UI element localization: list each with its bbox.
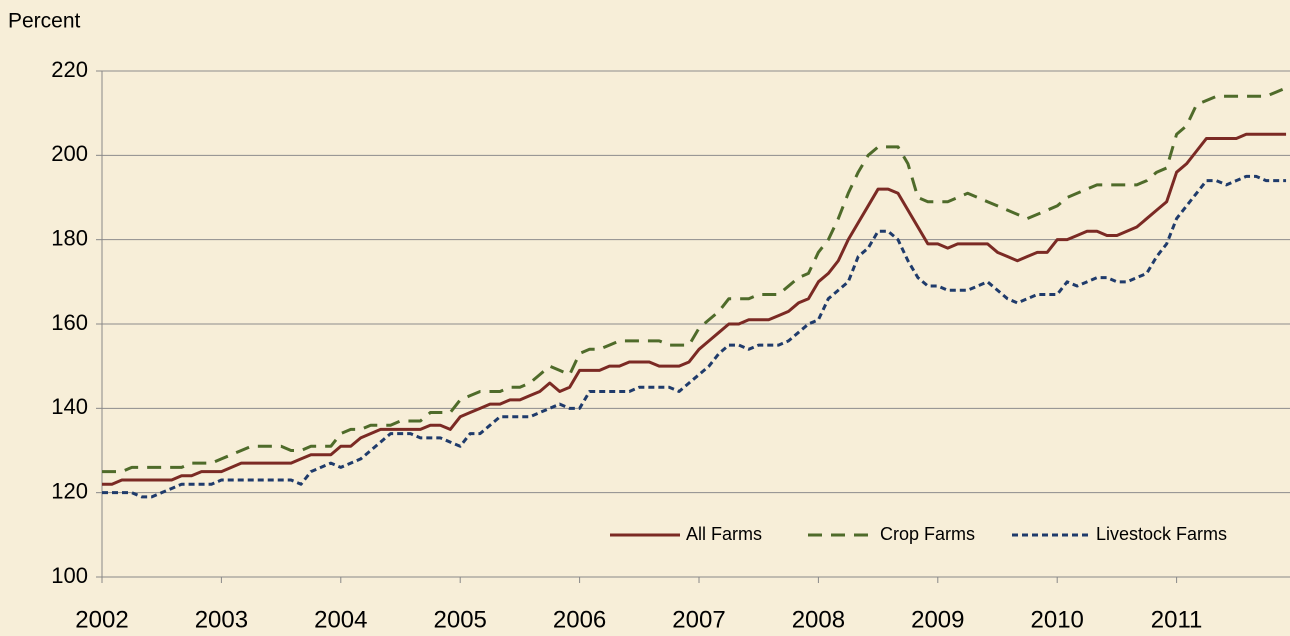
x-tick-label: 2005 bbox=[434, 606, 487, 633]
x-tick-label: 2011 bbox=[1151, 606, 1203, 633]
y-axis-label: Percent bbox=[8, 10, 81, 33]
y-tick-label: 100 bbox=[51, 563, 88, 588]
series-line bbox=[102, 174, 1287, 499]
legend-label: Livestock Farms bbox=[1096, 524, 1227, 544]
x-tick-label: 2004 bbox=[314, 606, 367, 633]
legend-label: Crop Farms bbox=[880, 524, 975, 544]
series-line bbox=[102, 132, 1287, 486]
x-tick-label: 2010 bbox=[1031, 606, 1084, 633]
legend-label: All Farms bbox=[686, 524, 762, 544]
x-tick-label: 2003 bbox=[195, 606, 248, 633]
y-tick-label: 120 bbox=[51, 478, 88, 503]
x-tick-label: 2009 bbox=[911, 606, 964, 633]
y-tick-label: 160 bbox=[51, 310, 88, 335]
series-line bbox=[102, 86, 1287, 474]
y-tick-label: 220 bbox=[51, 57, 88, 82]
y-tick-label: 200 bbox=[51, 141, 88, 166]
x-tick-label: 2002 bbox=[75, 606, 128, 633]
x-tick-label: 2007 bbox=[672, 606, 725, 633]
x-tick-label: 2008 bbox=[792, 606, 845, 633]
x-tick-label: 2006 bbox=[553, 606, 606, 633]
y-tick-label: 180 bbox=[51, 225, 88, 250]
y-tick-label: 140 bbox=[51, 394, 88, 419]
